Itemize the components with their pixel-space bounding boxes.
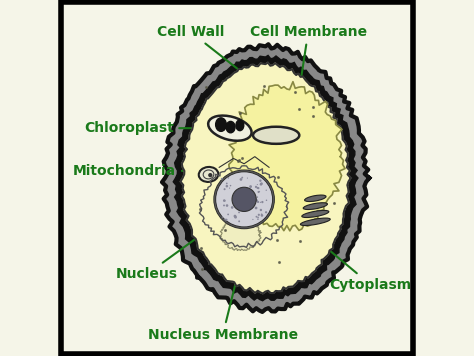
Ellipse shape bbox=[199, 167, 219, 182]
Ellipse shape bbox=[265, 211, 267, 213]
Ellipse shape bbox=[255, 206, 257, 209]
Ellipse shape bbox=[239, 178, 242, 181]
Ellipse shape bbox=[208, 173, 212, 177]
Ellipse shape bbox=[221, 216, 223, 219]
Ellipse shape bbox=[232, 187, 256, 211]
Ellipse shape bbox=[257, 201, 259, 203]
Ellipse shape bbox=[261, 214, 263, 215]
Ellipse shape bbox=[241, 177, 243, 178]
Ellipse shape bbox=[257, 191, 260, 193]
Ellipse shape bbox=[260, 182, 263, 185]
Ellipse shape bbox=[258, 214, 260, 216]
Ellipse shape bbox=[234, 216, 237, 219]
Ellipse shape bbox=[226, 185, 228, 188]
Ellipse shape bbox=[301, 218, 330, 225]
Ellipse shape bbox=[226, 183, 228, 184]
Ellipse shape bbox=[221, 178, 223, 180]
Polygon shape bbox=[181, 63, 351, 293]
Ellipse shape bbox=[236, 206, 237, 208]
Ellipse shape bbox=[251, 194, 252, 195]
Ellipse shape bbox=[229, 188, 230, 189]
Ellipse shape bbox=[225, 219, 228, 221]
Ellipse shape bbox=[259, 191, 260, 192]
Text: Mitochondria: Mitochondria bbox=[73, 164, 188, 178]
Ellipse shape bbox=[224, 188, 226, 190]
Ellipse shape bbox=[246, 190, 247, 193]
Ellipse shape bbox=[247, 178, 248, 179]
Ellipse shape bbox=[265, 189, 267, 191]
Polygon shape bbox=[229, 82, 345, 231]
Polygon shape bbox=[162, 44, 369, 312]
Ellipse shape bbox=[246, 198, 248, 200]
Ellipse shape bbox=[224, 200, 226, 201]
Ellipse shape bbox=[257, 219, 259, 220]
Ellipse shape bbox=[253, 127, 299, 144]
Ellipse shape bbox=[302, 210, 329, 218]
Ellipse shape bbox=[246, 206, 247, 208]
Polygon shape bbox=[173, 56, 358, 301]
Ellipse shape bbox=[257, 216, 259, 218]
Ellipse shape bbox=[215, 171, 273, 228]
Ellipse shape bbox=[252, 219, 254, 220]
Ellipse shape bbox=[226, 204, 228, 207]
Ellipse shape bbox=[255, 199, 258, 202]
Ellipse shape bbox=[216, 118, 226, 131]
Ellipse shape bbox=[238, 211, 240, 213]
Ellipse shape bbox=[242, 200, 244, 203]
Ellipse shape bbox=[260, 209, 262, 211]
Ellipse shape bbox=[255, 216, 257, 218]
Ellipse shape bbox=[257, 187, 259, 189]
Ellipse shape bbox=[261, 214, 263, 217]
Ellipse shape bbox=[257, 184, 258, 185]
Ellipse shape bbox=[236, 120, 244, 131]
Ellipse shape bbox=[256, 187, 259, 189]
Ellipse shape bbox=[223, 199, 226, 202]
Ellipse shape bbox=[238, 220, 240, 222]
Ellipse shape bbox=[243, 209, 244, 211]
Text: Cell Membrane: Cell Membrane bbox=[250, 25, 367, 75]
Ellipse shape bbox=[226, 121, 235, 133]
Ellipse shape bbox=[227, 214, 229, 215]
Ellipse shape bbox=[255, 186, 257, 188]
Ellipse shape bbox=[305, 195, 326, 201]
Ellipse shape bbox=[208, 116, 252, 141]
Ellipse shape bbox=[230, 185, 231, 187]
Ellipse shape bbox=[266, 200, 267, 201]
Ellipse shape bbox=[303, 203, 328, 210]
Ellipse shape bbox=[256, 197, 258, 198]
Ellipse shape bbox=[261, 201, 264, 203]
Ellipse shape bbox=[249, 185, 252, 188]
Ellipse shape bbox=[237, 204, 238, 205]
Ellipse shape bbox=[234, 215, 237, 218]
Ellipse shape bbox=[231, 206, 234, 209]
Ellipse shape bbox=[224, 219, 226, 221]
Text: Cytoplasm: Cytoplasm bbox=[318, 240, 412, 292]
Ellipse shape bbox=[260, 202, 261, 203]
Ellipse shape bbox=[259, 179, 262, 182]
Ellipse shape bbox=[228, 177, 229, 179]
Ellipse shape bbox=[223, 204, 225, 206]
Text: Chloroplast: Chloroplast bbox=[84, 121, 199, 135]
Ellipse shape bbox=[260, 183, 263, 185]
Ellipse shape bbox=[247, 194, 249, 195]
Text: Cell Wall: Cell Wall bbox=[157, 25, 238, 69]
Polygon shape bbox=[220, 219, 261, 251]
Ellipse shape bbox=[244, 208, 246, 210]
Text: Nucleus: Nucleus bbox=[116, 226, 213, 281]
Text: Nucleus Membrane: Nucleus Membrane bbox=[148, 266, 298, 342]
